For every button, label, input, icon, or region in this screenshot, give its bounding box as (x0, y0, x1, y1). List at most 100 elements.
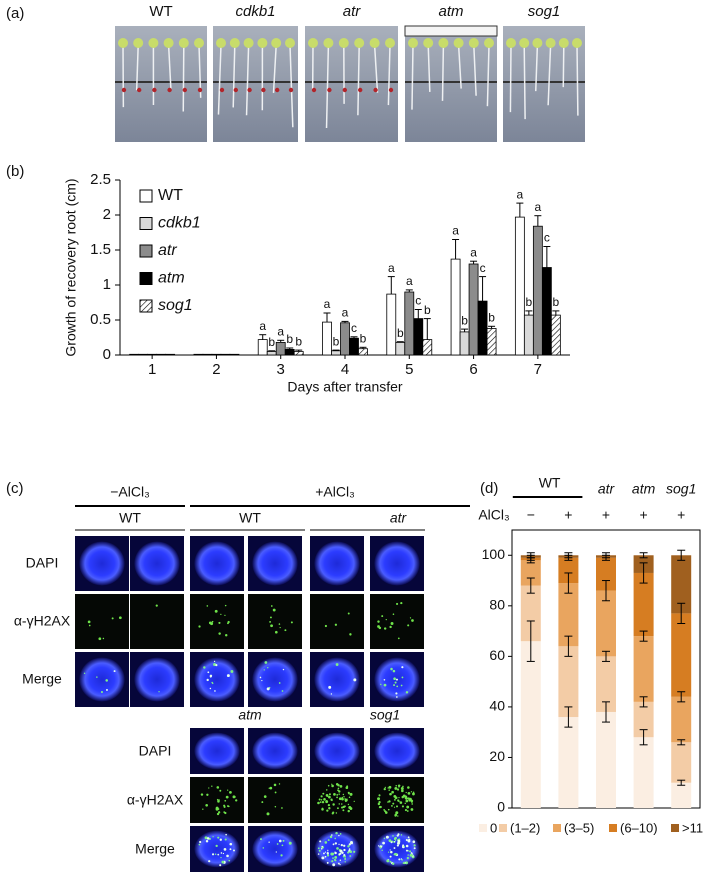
foci (219, 799, 220, 800)
foci (226, 855, 229, 858)
foci (413, 791, 414, 792)
foci (267, 687, 270, 690)
panel-label: (a) (6, 5, 24, 22)
foci (384, 627, 386, 629)
foci (391, 622, 394, 625)
foci (279, 623, 281, 625)
marker-dot (183, 88, 187, 92)
y-tick-label: 20 (489, 748, 505, 764)
x-tick-label: 7 (534, 361, 542, 378)
y-tick-label: 100 (482, 546, 506, 562)
cotyledon (308, 38, 318, 48)
foci (348, 613, 350, 615)
foci (390, 849, 391, 850)
legend-label: sog1 (158, 297, 193, 314)
nucleus (314, 542, 359, 586)
foci (323, 852, 325, 854)
foci (349, 797, 351, 799)
plate-photo (405, 26, 497, 142)
treatment-header: −AlCl₃ (110, 484, 150, 500)
bar (212, 354, 221, 355)
foci (389, 793, 392, 796)
foci (328, 686, 331, 689)
legend-swatch (140, 190, 152, 202)
significance-letter: b (488, 310, 495, 324)
foci (353, 851, 355, 853)
significance-letter: a (388, 261, 395, 275)
foci (394, 814, 396, 816)
foci (350, 807, 353, 810)
nucleus (194, 542, 239, 586)
foci (329, 793, 331, 795)
foci (396, 679, 398, 681)
foci (344, 858, 346, 860)
bar (414, 319, 423, 355)
significance-letter: c (544, 231, 550, 245)
foci (199, 841, 201, 843)
foci (354, 801, 355, 802)
marker-dot (247, 88, 251, 92)
foci (327, 795, 328, 796)
foci (339, 803, 340, 804)
foci (407, 854, 409, 856)
foci (346, 786, 349, 789)
marker-dot (358, 88, 362, 92)
foci (328, 839, 330, 841)
foci (343, 856, 345, 858)
genotype-label: cdkb1 (235, 3, 275, 20)
foci (320, 801, 322, 803)
genotype-label: atm (438, 3, 463, 20)
foci (379, 627, 381, 629)
foci (331, 785, 334, 788)
significance-letter: a (406, 274, 413, 288)
bar (533, 226, 542, 355)
foci (279, 783, 280, 784)
significance-letter: c (415, 294, 421, 308)
y-tick-label: 60 (489, 647, 505, 663)
foci (340, 785, 343, 788)
foci (321, 795, 323, 797)
foci (334, 851, 335, 852)
foci (406, 691, 408, 693)
cotyledon (385, 38, 395, 48)
foci (386, 859, 389, 862)
significance-letter: a (259, 319, 266, 333)
row-label: α-γH2AX (14, 613, 71, 629)
foci (328, 796, 331, 799)
foci (402, 844, 404, 846)
foci (382, 842, 385, 845)
significance-letter: b (424, 303, 431, 317)
foci (412, 620, 413, 621)
foci (326, 789, 328, 791)
bar (194, 354, 203, 355)
foci (393, 613, 395, 615)
foci (217, 799, 219, 801)
foci (334, 859, 336, 861)
treatment: + (602, 507, 610, 523)
bar (487, 328, 496, 355)
foci (261, 680, 262, 681)
marker-dot (167, 88, 171, 92)
foci (263, 847, 265, 849)
bar (350, 338, 359, 355)
y-tick-label: 80 (489, 597, 505, 613)
plate-photo (305, 26, 398, 142)
cotyledon (438, 38, 448, 48)
foci (326, 810, 328, 812)
foci (405, 800, 408, 803)
bar (451, 259, 460, 355)
foci (338, 863, 340, 865)
bar (551, 315, 560, 355)
foci (338, 835, 339, 836)
foci (395, 692, 397, 694)
foci (347, 852, 349, 854)
foci (396, 603, 398, 605)
foci (220, 839, 222, 841)
foci (395, 785, 397, 787)
foci (325, 851, 326, 852)
foci (321, 856, 324, 859)
foci (396, 696, 398, 698)
significance-letter: c (351, 321, 357, 335)
legend-swatch (140, 218, 152, 230)
foci (212, 621, 214, 623)
